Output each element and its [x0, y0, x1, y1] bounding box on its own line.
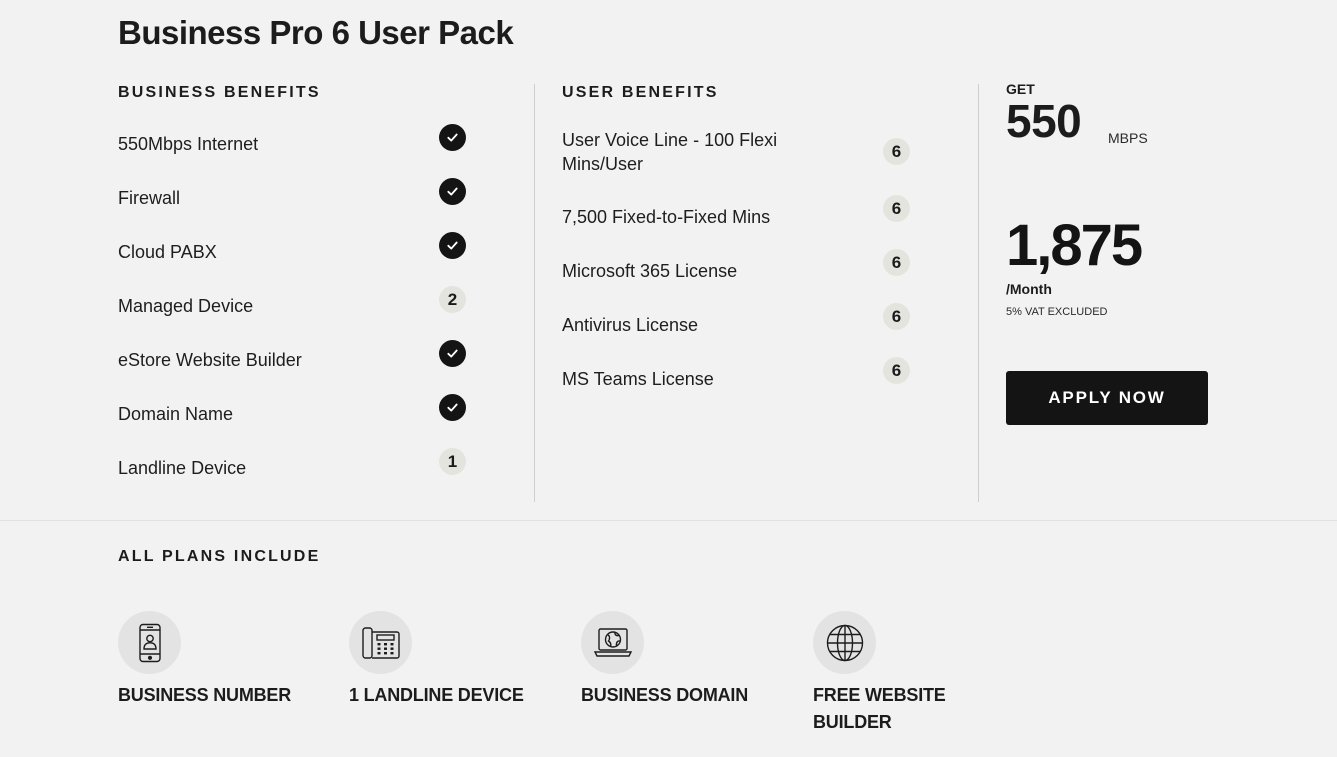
benefit-label: Firewall	[118, 188, 181, 208]
user-benefits-list: User Voice Line - 100 Flexi Mins/User 6 …	[562, 130, 912, 427]
desk-phone-icon	[349, 611, 412, 674]
benefit-label: Antivirus License	[562, 315, 699, 335]
user-benefits-heading: USER BENEFITS	[562, 84, 719, 101]
include-label: BUSINESS NUMBER	[118, 685, 292, 705]
column-divider	[534, 84, 535, 502]
laptop-globe-icon	[581, 611, 644, 674]
business-benefits-heading: BUSINESS BENEFITS	[118, 84, 321, 101]
checkmark-icon	[439, 178, 466, 205]
section-divider	[0, 520, 1337, 521]
checkmark-icon	[439, 232, 466, 259]
price-period: /Month	[1006, 281, 1052, 297]
checkmark-icon	[439, 394, 466, 421]
list-item: eStore Website Builder	[118, 340, 468, 404]
all-plans-heading: ALL PLANS INCLUDE	[118, 548, 321, 565]
list-item: Landline Device 1	[118, 448, 468, 512]
include-item-business-domain: BUSINESS DOMAIN	[581, 611, 781, 709]
include-label: FREE WEBSITE BUILDER	[813, 685, 946, 732]
benefit-label: MS Teams License	[562, 369, 714, 389]
benefit-label: Microsoft 365 License	[562, 261, 738, 281]
include-label: 1 LANDLINE DEVICE	[349, 685, 524, 705]
list-item: Firewall	[118, 178, 468, 242]
benefit-label: Cloud PABX	[118, 242, 217, 262]
apply-now-button[interactable]: APPLY NOW	[1006, 371, 1208, 425]
business-benefits-list: 550Mbps Internet Firewall Cloud PABX Man…	[118, 124, 468, 512]
benefit-label: User Voice Line - 100 Flexi Mins/User	[562, 130, 778, 174]
plan-title: Business Pro 6 User Pack	[118, 14, 514, 51]
user-benefits-section: USER BENEFITS User Voice Line - 100 Flex…	[562, 84, 912, 427]
column-divider	[978, 84, 979, 502]
benefit-label: Domain Name	[118, 404, 234, 424]
include-item-landline-device: 1 LANDLINE DEVICE	[349, 611, 549, 709]
count-badge: 6	[883, 138, 910, 165]
business-benefits-section: BUSINESS BENEFITS 550Mbps Internet Firew…	[118, 84, 468, 512]
benefit-label: eStore Website Builder	[118, 350, 302, 370]
list-item: Cloud PABX	[118, 232, 468, 296]
checkmark-icon	[439, 124, 466, 151]
count-badge: 6	[883, 303, 910, 330]
benefit-label: 7,500 Fixed-to-Fixed Mins	[562, 207, 771, 227]
pricing-section: GET 550 MBPS 1,875 /Month 5% VAT EXCLUDE…	[1006, 80, 1256, 425]
count-badge: 1	[439, 448, 466, 475]
price-value: 1,875	[1006, 213, 1143, 278]
count-badge: 2	[439, 286, 466, 313]
count-badge: 6	[883, 249, 910, 276]
list-item: Managed Device 2	[118, 286, 468, 350]
vat-note: 5% VAT EXCLUDED	[1006, 306, 1108, 318]
benefit-label: Managed Device	[118, 296, 254, 316]
count-badge: 6	[883, 195, 910, 222]
list-item: Antivirus License 6	[562, 303, 912, 367]
mobile-phone-icon	[118, 611, 181, 674]
list-item: User Voice Line - 100 Flexi Mins/User 6	[562, 128, 912, 205]
include-label: BUSINESS DOMAIN	[581, 685, 749, 705]
get-label: GET	[1006, 81, 1035, 97]
benefit-label: Landline Device	[118, 458, 247, 478]
speed-unit: MBPS	[1108, 130, 1148, 146]
speed-value: 550	[1006, 95, 1082, 147]
count-badge: 6	[883, 357, 910, 384]
globe-icon	[813, 611, 876, 674]
speed-readout: 550 MBPS	[1006, 95, 1256, 150]
list-item: MS Teams License 6	[562, 357, 912, 421]
checkmark-icon	[439, 340, 466, 367]
list-item: Domain Name	[118, 394, 468, 458]
list-item: Microsoft 365 License 6	[562, 249, 912, 313]
include-item-business-number: BUSINESS NUMBER	[118, 611, 318, 709]
include-item-free-website-builder: FREE WEBSITE BUILDER	[813, 611, 1013, 736]
list-item: 7,500 Fixed-to-Fixed Mins 6	[562, 195, 912, 259]
benefit-label: 550Mbps Internet	[118, 134, 259, 154]
list-item: 550Mbps Internet	[118, 124, 468, 188]
